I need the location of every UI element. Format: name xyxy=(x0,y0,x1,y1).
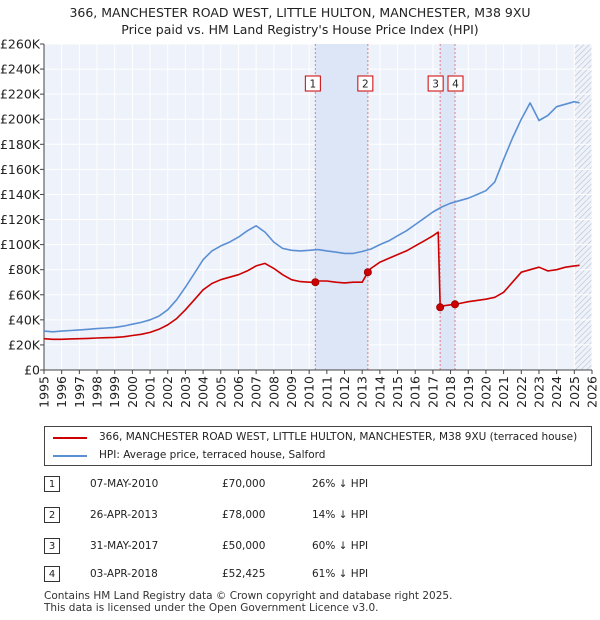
sale-row: 2 26-APR-2013 £78,000 14% ↓ HPI xyxy=(44,507,584,527)
y-tick-label: £160K xyxy=(0,162,41,177)
x-tick-label: 2015 xyxy=(390,376,405,408)
x-tick-label: 2010 xyxy=(302,376,317,408)
x-tick-label: 2007 xyxy=(249,376,264,408)
sale-label-text: 4 xyxy=(452,79,459,91)
x-tick-label: 2020 xyxy=(478,376,493,408)
sale-row: 1 07-MAY-2010 £70,000 26% ↓ HPI xyxy=(44,476,584,496)
x-tick-label: 2000 xyxy=(125,376,140,408)
y-tick-label: £0 xyxy=(24,363,40,378)
y-tick-label: £120K xyxy=(0,212,41,227)
price-chart: 1 2 3 4 £0 £20K £40K £60K £80K £100K £120K £140K £16… xyxy=(0,37,600,408)
sale-row: 4 03-APR-2018 £52,425 61% ↓ HPI xyxy=(44,566,584,586)
sale-point xyxy=(311,278,320,287)
x-tick-label: 2001 xyxy=(143,376,158,408)
sale-point xyxy=(436,303,445,312)
x-tick-label: 2006 xyxy=(231,376,246,408)
x-tick-label: 2014 xyxy=(372,376,387,408)
sale-label-box xyxy=(304,75,321,92)
chart-title: 366, MANCHESTER ROAD WEST, LITTLE HULTON… xyxy=(69,5,531,20)
x-tick-label: 2009 xyxy=(284,376,299,408)
sale-number-badge: 3 xyxy=(44,538,60,554)
property-series-line xyxy=(43,231,580,341)
y-tick-label: £220K xyxy=(0,87,41,102)
y-tick-label: £100K xyxy=(0,237,41,252)
y-tick-label: £80K xyxy=(8,262,41,277)
sale-row: 3 31-MAY-2017 £50,000 60% ↓ HPI xyxy=(44,538,584,558)
y-tick-label: £260K xyxy=(0,37,41,52)
future-hatch-region xyxy=(574,44,592,370)
hpi-series-line xyxy=(43,100,580,333)
x-tick-label: 2013 xyxy=(355,376,370,408)
sale-hpi-diff: 61% ↓ HPI xyxy=(312,568,369,580)
sale-label-box xyxy=(357,75,374,92)
sale-number-badge: 2 xyxy=(44,507,60,523)
x-tick-label: 2025 xyxy=(567,376,582,408)
x-tick-label: 1997 xyxy=(72,376,87,408)
legend: 366, MANCHESTER ROAD WEST, LITTLE HULTON… xyxy=(44,426,592,466)
sale-band xyxy=(440,44,455,370)
y-tick-label: £40K xyxy=(8,312,41,327)
footer-copyright: Contains HM Land Registry data © Crown c… xyxy=(44,590,453,602)
x-tick-label: 2003 xyxy=(178,376,193,408)
sale-date: 26-APR-2013 xyxy=(90,509,158,521)
x-tick-label: 1995 xyxy=(37,376,52,408)
legend-label-hpi: HPI: Average price, terraced house, Salf… xyxy=(99,449,326,461)
x-tick-label: 2004 xyxy=(196,376,211,408)
x-tick-label: 2012 xyxy=(337,376,352,408)
sale-hpi-diff: 26% ↓ HPI xyxy=(312,478,369,490)
sale-label-text: 1 xyxy=(310,79,317,91)
sale-hpi-diff: 60% ↓ HPI xyxy=(312,540,369,552)
sale-price: £50,000 xyxy=(222,540,266,552)
x-tick-label: 2016 xyxy=(408,376,423,408)
y-tick-label: £200K xyxy=(0,112,41,127)
x-tick-label: 2005 xyxy=(213,376,228,408)
legend-swatch-property xyxy=(53,437,87,439)
y-tick-label: £180K xyxy=(0,137,41,152)
x-tick-label: 2008 xyxy=(266,376,281,408)
x-tick-label: 1999 xyxy=(107,376,122,408)
y-tick-label: £240K xyxy=(0,62,41,77)
sale-price: £70,000 xyxy=(222,478,266,490)
x-tick-label: 2017 xyxy=(425,376,440,408)
sale-date: 03-APR-2018 xyxy=(90,568,158,580)
sale-point xyxy=(363,268,372,277)
x-tick-label: 2024 xyxy=(549,376,564,408)
sale-date: 31-MAY-2017 xyxy=(90,540,159,552)
sale-number-badge: 1 xyxy=(44,476,60,492)
x-tick-label: 2019 xyxy=(461,376,476,408)
x-tick-label: 2018 xyxy=(443,376,458,408)
y-tick-label: £60K xyxy=(8,287,41,302)
sale-band xyxy=(315,44,368,370)
sale-label-text: 2 xyxy=(362,79,369,91)
sale-label-box xyxy=(447,75,464,92)
chart-subtitle: Price paid vs. HM Land Registry's House … xyxy=(121,22,479,37)
x-tick-label: 2026 xyxy=(585,376,600,408)
x-tick-label: 2002 xyxy=(160,376,175,408)
sale-label-text: 3 xyxy=(432,79,439,91)
x-tick-label: 1996 xyxy=(54,376,69,408)
sale-date: 07-MAY-2010 xyxy=(90,478,159,490)
x-tick-label: 2023 xyxy=(531,376,546,408)
sale-point xyxy=(450,300,459,309)
legend-label-property: 366, MANCHESTER ROAD WEST, LITTLE HULTON… xyxy=(99,431,578,443)
x-tick-label: 2021 xyxy=(496,376,511,408)
legend-swatch-hpi xyxy=(53,455,87,457)
x-tick-label: 1998 xyxy=(90,376,105,408)
sale-price: £78,000 xyxy=(222,509,266,521)
sale-label-box xyxy=(427,75,444,92)
sale-number-badge: 4 xyxy=(44,566,60,582)
footer-licence: This data is licensed under the Open Gov… xyxy=(44,602,379,614)
sale-price: £52,425 xyxy=(222,568,266,580)
y-tick-label: £20K xyxy=(8,337,41,352)
x-tick-label: 2011 xyxy=(319,376,334,408)
y-tick-label: £140K xyxy=(0,187,41,202)
x-tick-label: 2022 xyxy=(514,376,529,408)
sale-hpi-diff: 14% ↓ HPI xyxy=(312,509,369,521)
